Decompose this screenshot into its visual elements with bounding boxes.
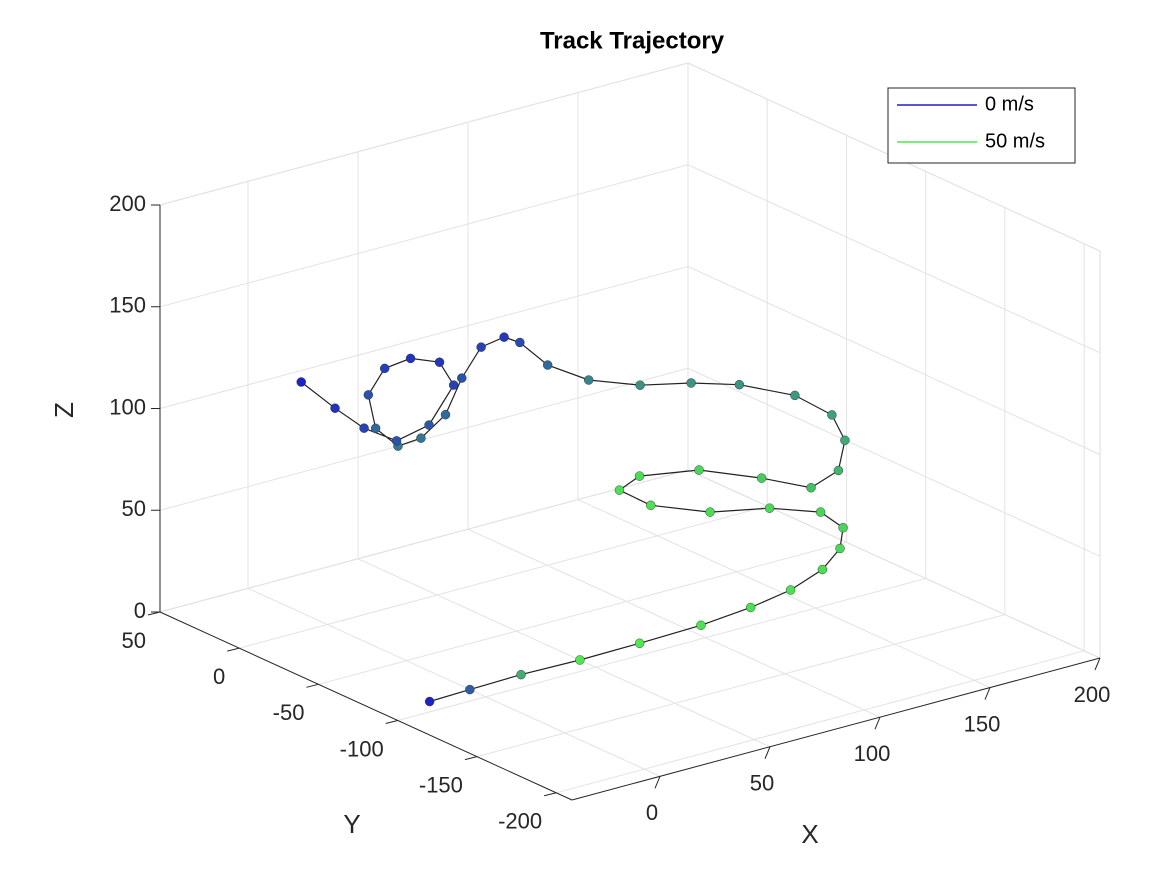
track-point [476, 342, 486, 352]
grid-line [159, 469, 1101, 659]
track-point [424, 420, 434, 430]
track-point [434, 357, 445, 367]
y-tick-label: 0 [213, 664, 225, 689]
track-point [838, 522, 848, 533]
track-point [785, 585, 796, 595]
track-point [790, 390, 800, 401]
track-point [448, 380, 459, 390]
track-point [806, 483, 816, 493]
x-tick-label: 50 [750, 771, 774, 796]
z-tick-label: 50 [122, 496, 146, 521]
x-tick [874, 716, 881, 730]
track-point [424, 696, 435, 707]
track-point [457, 373, 467, 383]
track-point [405, 353, 416, 364]
track-point [756, 473, 767, 483]
track-point [416, 433, 426, 443]
plot-area [296, 332, 850, 707]
y-tick-label: 50 [122, 628, 146, 653]
track-point [330, 403, 340, 413]
track-point [379, 363, 390, 374]
z-axis-label: Z [49, 402, 79, 418]
track-point [635, 380, 645, 390]
grid-line [159, 62, 1101, 252]
track-point [465, 684, 475, 695]
track-point [359, 423, 369, 433]
track-point [440, 409, 451, 420]
track-point [745, 602, 756, 613]
z-tick-label: 0 [134, 598, 146, 623]
trajectory-line [300, 336, 846, 703]
x-tick-label: 150 [964, 711, 1001, 736]
track-point [499, 332, 509, 342]
grid-line [159, 265, 1101, 455]
track-point [840, 435, 850, 446]
track-point [515, 337, 525, 348]
track-point [734, 379, 745, 390]
track-point [827, 410, 837, 420]
track-point [634, 638, 645, 648]
y-tick [464, 756, 478, 761]
y-axis-label: Y [343, 809, 360, 839]
track-point [516, 669, 526, 680]
track-point [583, 375, 594, 385]
x-axis-line [571, 657, 1101, 801]
legend-box [887, 87, 1076, 164]
x-tick [984, 687, 991, 700]
grid-line [159, 367, 1101, 557]
track-point [705, 507, 715, 517]
x-axis-label: X [801, 819, 818, 849]
track-point [296, 377, 306, 387]
track-point [815, 507, 826, 517]
y-tick [227, 647, 240, 652]
legend-label: 0 m/s [985, 93, 1034, 115]
z-tick-label: 200 [109, 191, 146, 216]
axes: 0 50 100 150 200 -200 -150 -100 -50 0 50 0 50 100 150 2… [109, 191, 1110, 834]
grid-line [159, 164, 1101, 354]
track-point [634, 471, 645, 481]
track-point [686, 378, 696, 388]
track-point [575, 655, 585, 665]
grid-line [247, 181, 661, 777]
y-tick-label: -100 [340, 736, 384, 761]
x-tick-label: 0 [646, 800, 658, 825]
track-point [391, 436, 402, 446]
y-tick [544, 792, 557, 797]
track-point [542, 360, 553, 370]
track-point [363, 390, 374, 400]
track-point [817, 564, 828, 575]
track-point [835, 543, 845, 554]
y-tick-label: -150 [419, 772, 463, 797]
y-tick [385, 719, 398, 724]
track-point [646, 500, 656, 511]
z-tick-label: 150 [109, 293, 146, 318]
z-tick-label: 100 [109, 394, 146, 419]
x-tick [1094, 657, 1101, 671]
y-tick-label: -50 [273, 700, 305, 725]
track-point [694, 465, 704, 475]
y-axis-line [159, 611, 573, 801]
x-tick-label: 200 [1074, 682, 1111, 707]
track-point [833, 465, 844, 476]
grid [159, 62, 1101, 794]
track-point [696, 620, 706, 630]
y-tick-label: -200 [498, 809, 542, 834]
legend: 0 m/s 50 m/s [887, 87, 1076, 164]
track-point [764, 503, 775, 513]
x-tick-label: 100 [854, 741, 891, 766]
y-tick [306, 683, 319, 688]
x-tick [654, 776, 661, 789]
track-point [370, 423, 381, 434]
legend-label: 50 m/s [985, 130, 1045, 152]
x-tick [764, 746, 771, 759]
chart-title: Track Trajectory [540, 27, 725, 54]
track-point [614, 485, 625, 495]
